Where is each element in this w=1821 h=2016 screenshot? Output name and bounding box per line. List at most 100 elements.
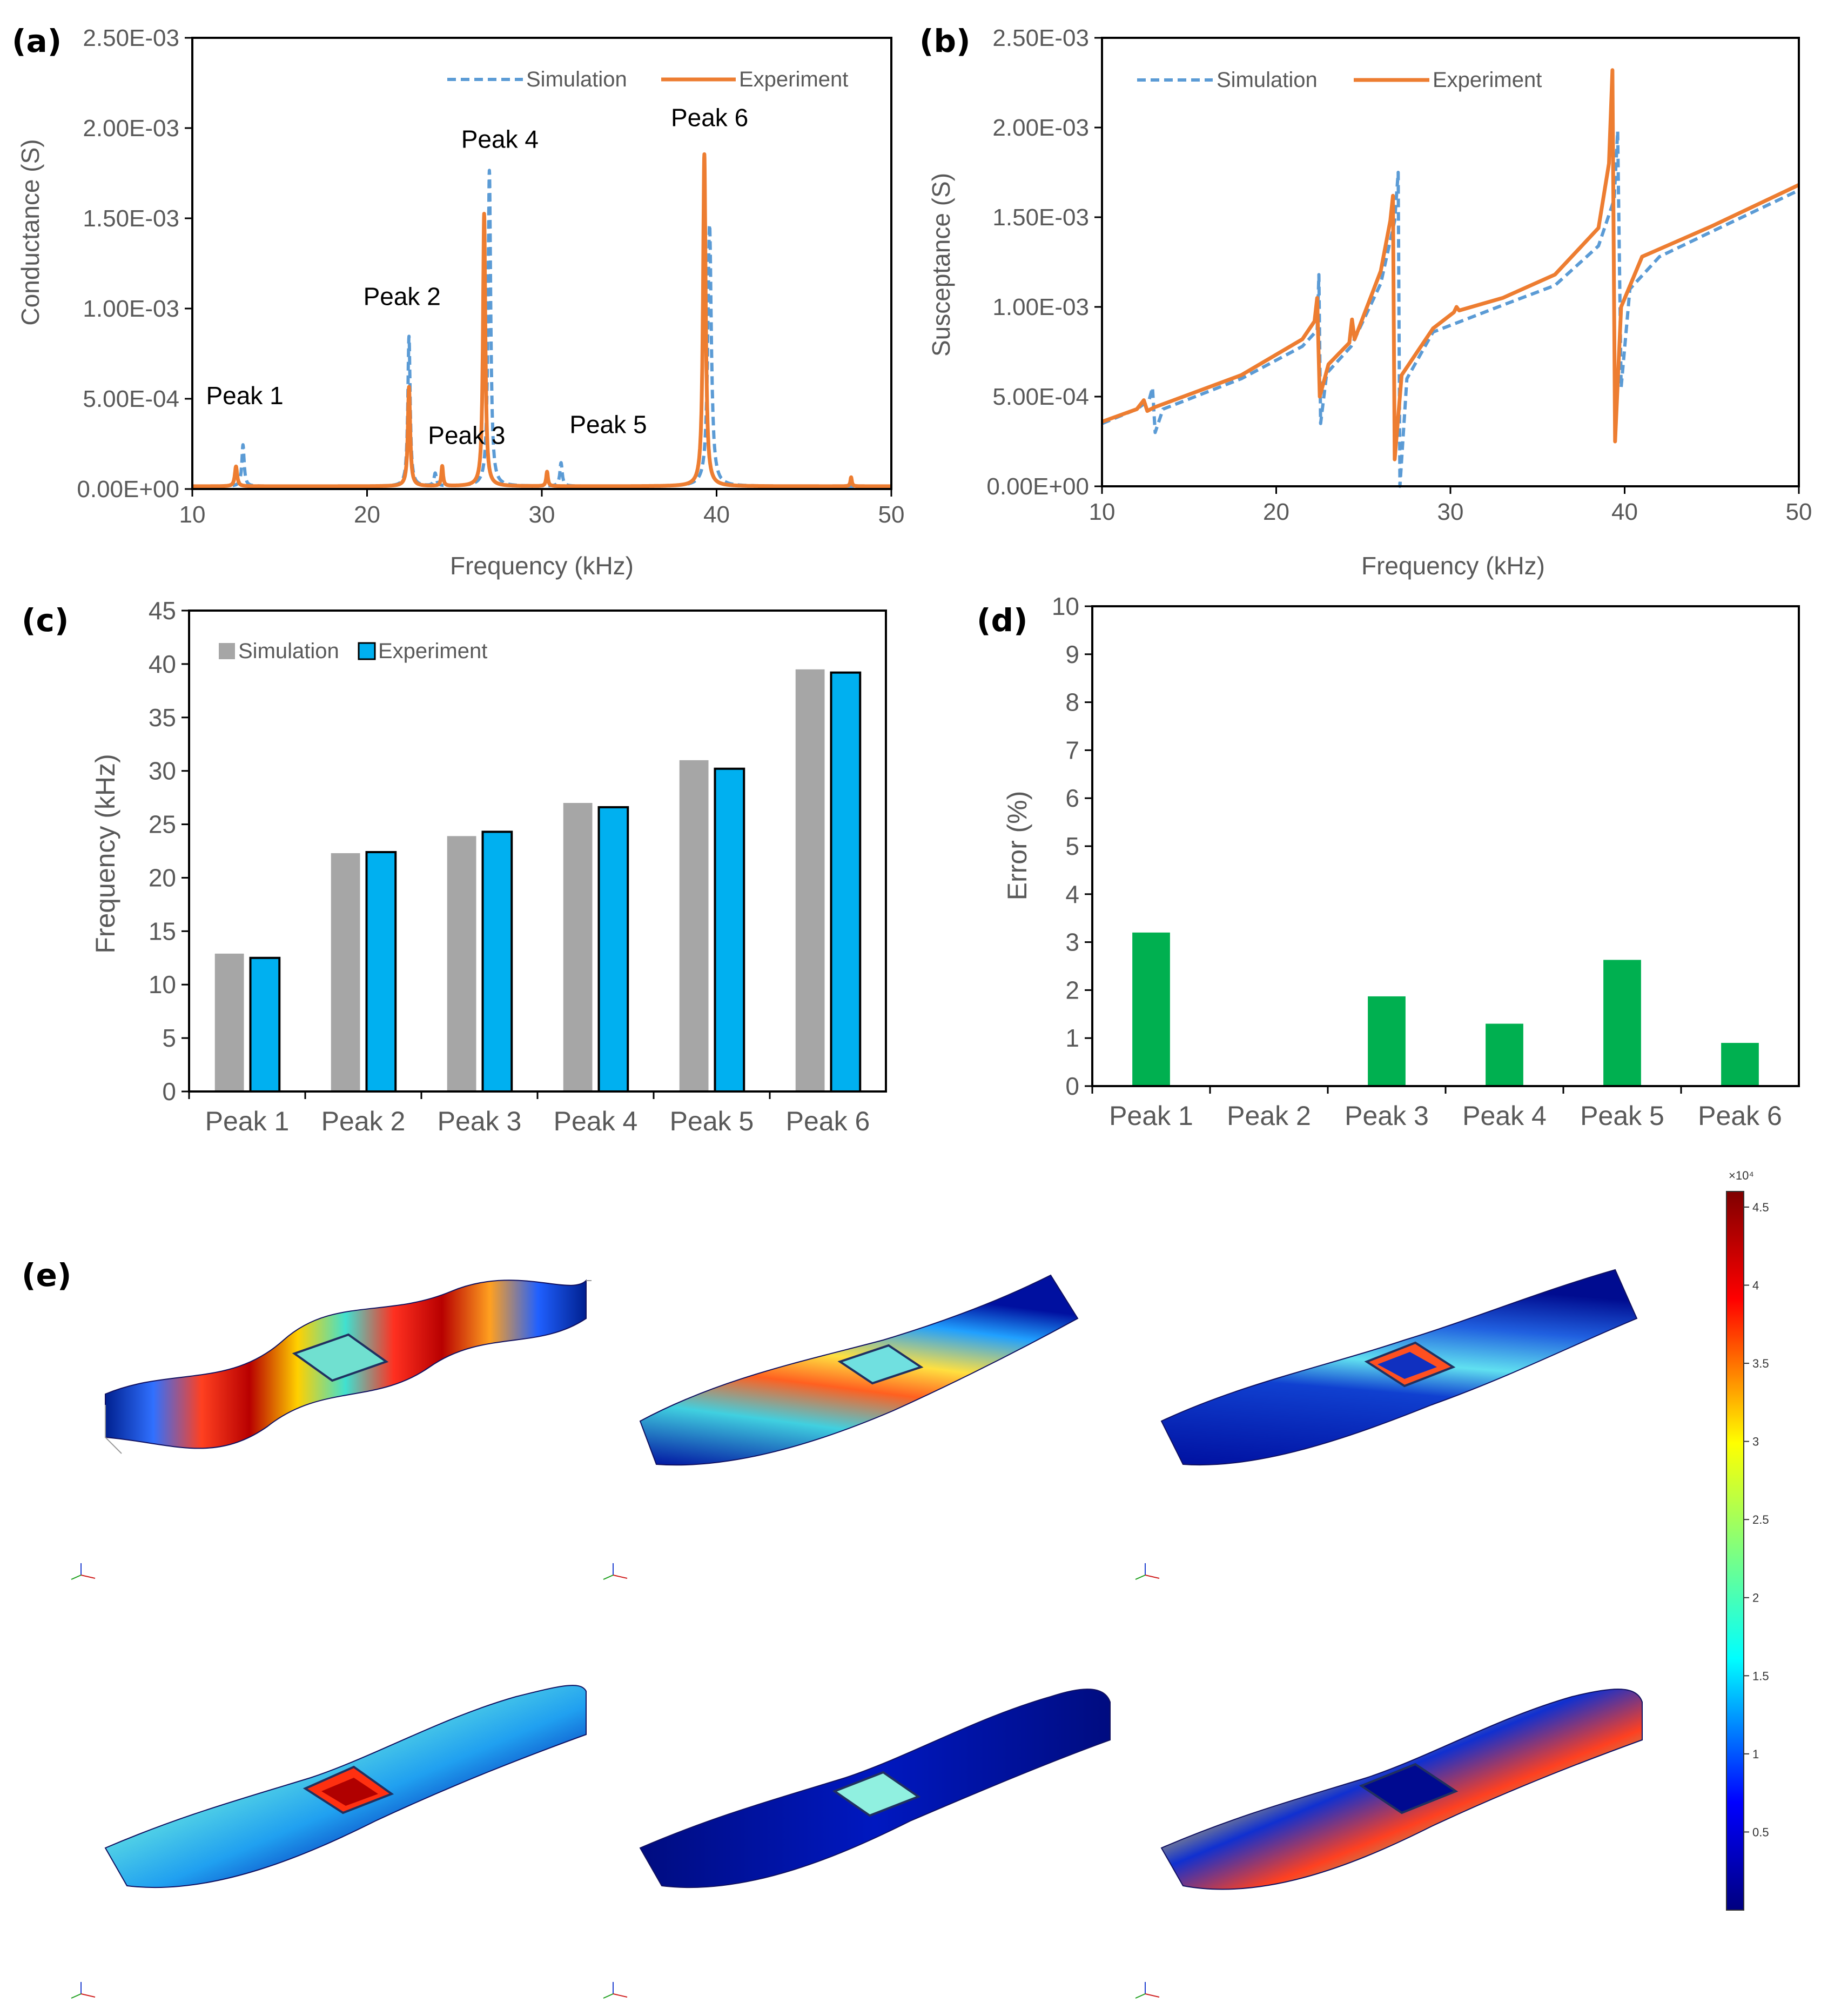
chart-a-legend-experiment: Experiment (739, 68, 848, 91)
chart-d-xtick-label: Peak 3 (1345, 1101, 1429, 1131)
colorbar-tick-label: 4.5 (1752, 1201, 1769, 1214)
chart-c-bar-simulation (679, 760, 709, 1091)
panel-label-c: (c) (22, 602, 69, 639)
mode-shape-peak-4 (104, 1685, 587, 1888)
chart-d-plot (1132, 932, 1759, 1086)
axis-triad-icon (71, 1982, 96, 1999)
chart-c-legend-experiment: Experiment (378, 639, 487, 663)
colorbar-tick-label: 2.5 (1752, 1513, 1769, 1526)
chart-a-legend: Simulation Experiment (447, 68, 848, 91)
mode-shape-peak-6 (1160, 1689, 1643, 1890)
chart-b-ytick-label: 2.50E-03 (992, 25, 1089, 51)
chart-a-annotation: Peak 6 (671, 104, 748, 132)
panel-label-b: (b) (919, 23, 971, 59)
chart-a-ytick-label: 1.00E-03 (83, 296, 179, 322)
chart-c-ytick-label: 35 (149, 704, 176, 732)
chart-c-ytick-label: 5 (162, 1024, 176, 1052)
chart-a-annotation: Peak 2 (364, 282, 441, 310)
mode-shape-peak-5-window (832, 1771, 921, 1817)
colorbar-gradient (1726, 1191, 1744, 1911)
chart-b-legend: Simulation Experiment (1137, 68, 1542, 92)
chart-c-ylabel: Frequency (kHz) (90, 754, 120, 954)
chart-c-ytick-label: 40 (149, 650, 176, 678)
mode-shape-peak-4-window-center (321, 1778, 378, 1806)
mode-shape-peak-5 (639, 1689, 1111, 1888)
colorbar-tick-label: 2 (1752, 1591, 1759, 1605)
chart-c-bar-simulation (795, 669, 825, 1091)
chart-a-frame (191, 37, 892, 490)
chart-c-xtick-label: Peak 2 (321, 1106, 406, 1136)
chart-c-bar-simulation (563, 803, 593, 1091)
chart-b-axes: 10 20 30 40 50 0.00E+00 5.00E-04 1.00E-03 1.50E-… (986, 25, 1812, 525)
chart-c-xtick-label: Peak 5 (670, 1106, 754, 1136)
chart-b-xtick-label: 20 (1263, 499, 1289, 525)
chart-a-axes: 10 20 30 40 50 0.00E+00 5.00E-04 1.00E-03 1.50E-… (77, 25, 904, 528)
axis-triad-icon (1135, 1982, 1160, 1999)
chart-c-legend-simulation: Simulation (238, 639, 339, 663)
chart-d-bar-error (1721, 1043, 1759, 1086)
chart-d-ytick-label: 9 (1065, 640, 1079, 668)
chart-a-xtick-label: 10 (179, 501, 206, 528)
chart-d-ytick-label: 10 (1052, 592, 1079, 620)
chart-c-axes: 0 5 10 15 20 25 30 35 40 45 Peak 1 Peak 2 Peak 3 Peak… (149, 597, 887, 1136)
chart-d-ytick-label: 2 (1065, 976, 1079, 1004)
colorbar-multiplier: ×10⁴ (1729, 1169, 1754, 1182)
chart-b-susceptance: 10 20 30 40 50 0.00E+00 5.00E-04 1.00E-03 1.50E-… (927, 25, 1812, 580)
chart-d-ytick-label: 1 (1065, 1024, 1079, 1052)
chart-c-bar-experiment (714, 767, 745, 1093)
chart-b-legend-simulation: Simulation (1217, 68, 1318, 92)
chart-a-series-simulation (191, 169, 893, 488)
colorbar-tick-label: 1.5 (1752, 1669, 1769, 1683)
mode-shape-peak-3-window-center (1377, 1352, 1437, 1379)
chart-d-error: 0 1 2 3 4 5 6 7 8 9 10 Peak 1 Peak 2 Peak 3 Peak 4 Peak… (1002, 592, 1800, 1131)
colorbar-ticks: 4.5 4 3.5 3 2.5 2 1.5 1 0.5 (1744, 1201, 1769, 1839)
chart-a-legend-simulation: Simulation (526, 68, 627, 91)
chart-c-bar-experiment (365, 850, 397, 1093)
colorbar-tick-label: 4 (1752, 1278, 1759, 1292)
chart-a-annotation: Peak 5 (569, 410, 647, 438)
chart-a-ytick-label: 2.50E-03 (83, 25, 179, 51)
axis-triads (71, 1563, 1160, 1999)
mode-shape-peak-6-window (1359, 1763, 1459, 1814)
chart-c-ytick-label: 10 (149, 970, 176, 999)
chart-c-legend-simulation-swatch (219, 643, 235, 659)
axis-triad-icon (603, 1982, 628, 1999)
panel-label-e: (e) (22, 1257, 71, 1294)
chart-c-frame (188, 610, 887, 1093)
chart-d-xtick-label: Peak 1 (1109, 1101, 1193, 1131)
chart-c-bar-experiment (481, 830, 513, 1093)
chart-a-xtick-label: 30 (529, 501, 555, 528)
chart-d-xtick-label: Peak 5 (1580, 1101, 1664, 1131)
chart-d-ytick-label: 3 (1065, 928, 1079, 956)
colorbar-tick-label: 3 (1752, 1435, 1759, 1449)
mode-shape-peak-1-window (292, 1333, 389, 1382)
chart-a-ytick-label: 1.50E-03 (83, 205, 179, 232)
chart-b-plot (1101, 68, 1800, 488)
chart-d-bar-error (1368, 996, 1406, 1086)
mode-shape-peak-2-window (837, 1344, 924, 1385)
chart-a-xtick-label: 40 (703, 501, 730, 528)
chart-a-xlabel: Frequency (kHz) (450, 552, 634, 580)
panel-e-mode-shapes: ×10⁴ 4.5 4 3.5 3 2.5 2 1.5 1 0.5 (71, 1169, 1769, 1999)
chart-d-ytick-label: 6 (1065, 784, 1079, 812)
colorbar-tick-label: 3.5 (1752, 1357, 1769, 1370)
chart-d-ylabel: Error (%) (1002, 791, 1032, 901)
chart-c-xtick-label: Peak 6 (786, 1106, 870, 1136)
chart-d-axes: 0 1 2 3 4 5 6 7 8 9 10 Peak 1 Peak 2 Peak 3 Peak 4 Peak… (1052, 592, 1800, 1131)
chart-c-bar-experiment (249, 956, 281, 1093)
chart-b-frame (1101, 37, 1800, 487)
chart-a-xtick-label: 20 (354, 501, 380, 528)
chart-a-ytick-label: 2.00E-03 (83, 115, 179, 142)
mode-shape-peak-1 (105, 1279, 592, 1454)
chart-b-xtick-label: 30 (1437, 499, 1464, 525)
chart-c-plot (214, 669, 862, 1093)
chart-c-ytick-label: 25 (149, 811, 176, 839)
chart-a-annotation: Peak 1 (206, 381, 283, 410)
chart-c-legend-experiment-swatch (358, 642, 376, 660)
chart-b-legend-experiment: Experiment (1433, 68, 1542, 92)
chart-a-plot (190, 152, 893, 488)
mode-shape-peak-3 (1160, 1269, 1638, 1466)
chart-b-series-experiment (1101, 68, 1800, 461)
axis-triad-icon (1135, 1563, 1160, 1580)
